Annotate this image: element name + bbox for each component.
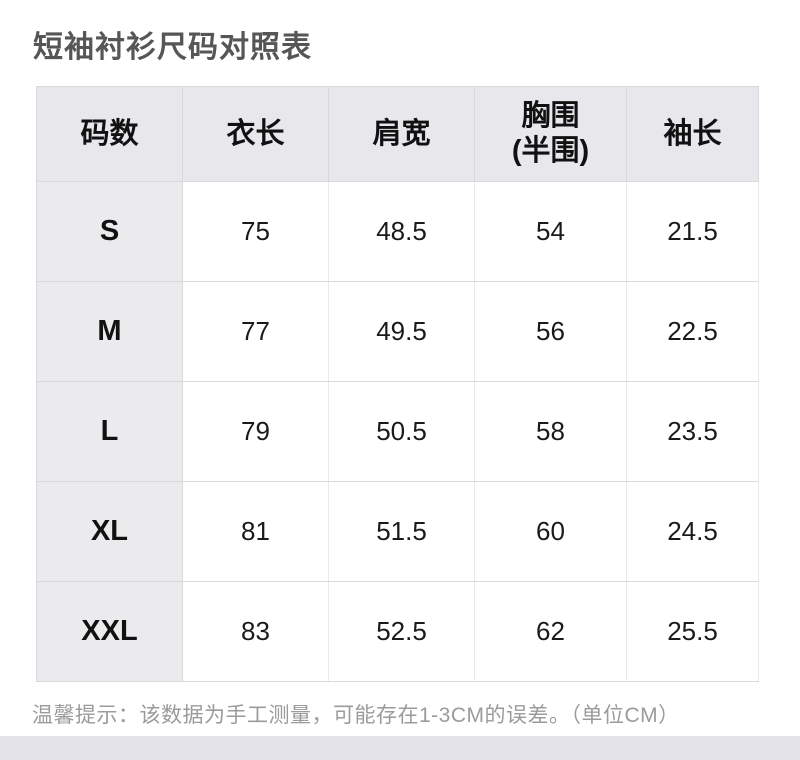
table-cell: 25.5 <box>626 581 759 682</box>
table-cell: 62 <box>474 581 627 682</box>
size-cell: L <box>36 381 183 482</box>
table-cell: 58 <box>474 381 627 482</box>
bottom-bar <box>0 736 800 760</box>
table-cell: 79 <box>182 381 329 482</box>
table-cell: 56 <box>474 281 627 382</box>
table-row-l: L 79 50.5 58 23.5 <box>36 381 759 482</box>
column-header-shoulder: 肩宽 <box>328 86 475 182</box>
table-cell: 21.5 <box>626 181 759 282</box>
size-cell: XXL <box>36 581 183 682</box>
size-table: 码数 衣长 肩宽 胸围 (半围) 袖长 S 75 48.5 54 21.5 M … <box>36 86 759 682</box>
table-row-xxl: XXL 83 52.5 62 25.5 <box>36 581 759 682</box>
column-header-size: 码数 <box>36 86 183 182</box>
table-cell: 52.5 <box>328 581 475 682</box>
table-cell: 60 <box>474 481 627 582</box>
table-cell: 48.5 <box>328 181 475 282</box>
table-cell: 50.5 <box>328 381 475 482</box>
table-cell: 49.5 <box>328 281 475 382</box>
table-cell: 23.5 <box>626 381 759 482</box>
table-cell: 51.5 <box>328 481 475 582</box>
size-cell: XL <box>36 481 183 582</box>
column-header-length: 衣长 <box>182 86 329 182</box>
table-cell: 24.5 <box>626 481 759 582</box>
table-cell: 54 <box>474 181 627 282</box>
size-cell: S <box>36 181 183 282</box>
table-row-s: S 75 48.5 54 21.5 <box>36 181 759 282</box>
measurement-note: 温馨提示：该数据为手工测量，可能存在1-3CM的误差。（单位CM） <box>32 704 680 727</box>
table-row-m: M 77 49.5 56 22.5 <box>36 281 759 382</box>
table-row-xl: XL 81 51.5 60 24.5 <box>36 481 759 582</box>
column-header-sleeve: 袖长 <box>626 86 759 182</box>
table-cell: 83 <box>182 581 329 682</box>
page-title: 短袖衬衫尺码对照表 <box>33 31 312 64</box>
table-cell: 22.5 <box>626 281 759 382</box>
table-cell: 77 <box>182 281 329 382</box>
table-cell: 81 <box>182 481 329 582</box>
table-cell: 75 <box>182 181 329 282</box>
table-header-row: 码数 衣长 肩宽 胸围 (半围) 袖长 <box>36 86 759 182</box>
column-header-chest: 胸围 (半围) <box>474 86 627 182</box>
size-cell: M <box>36 281 183 382</box>
